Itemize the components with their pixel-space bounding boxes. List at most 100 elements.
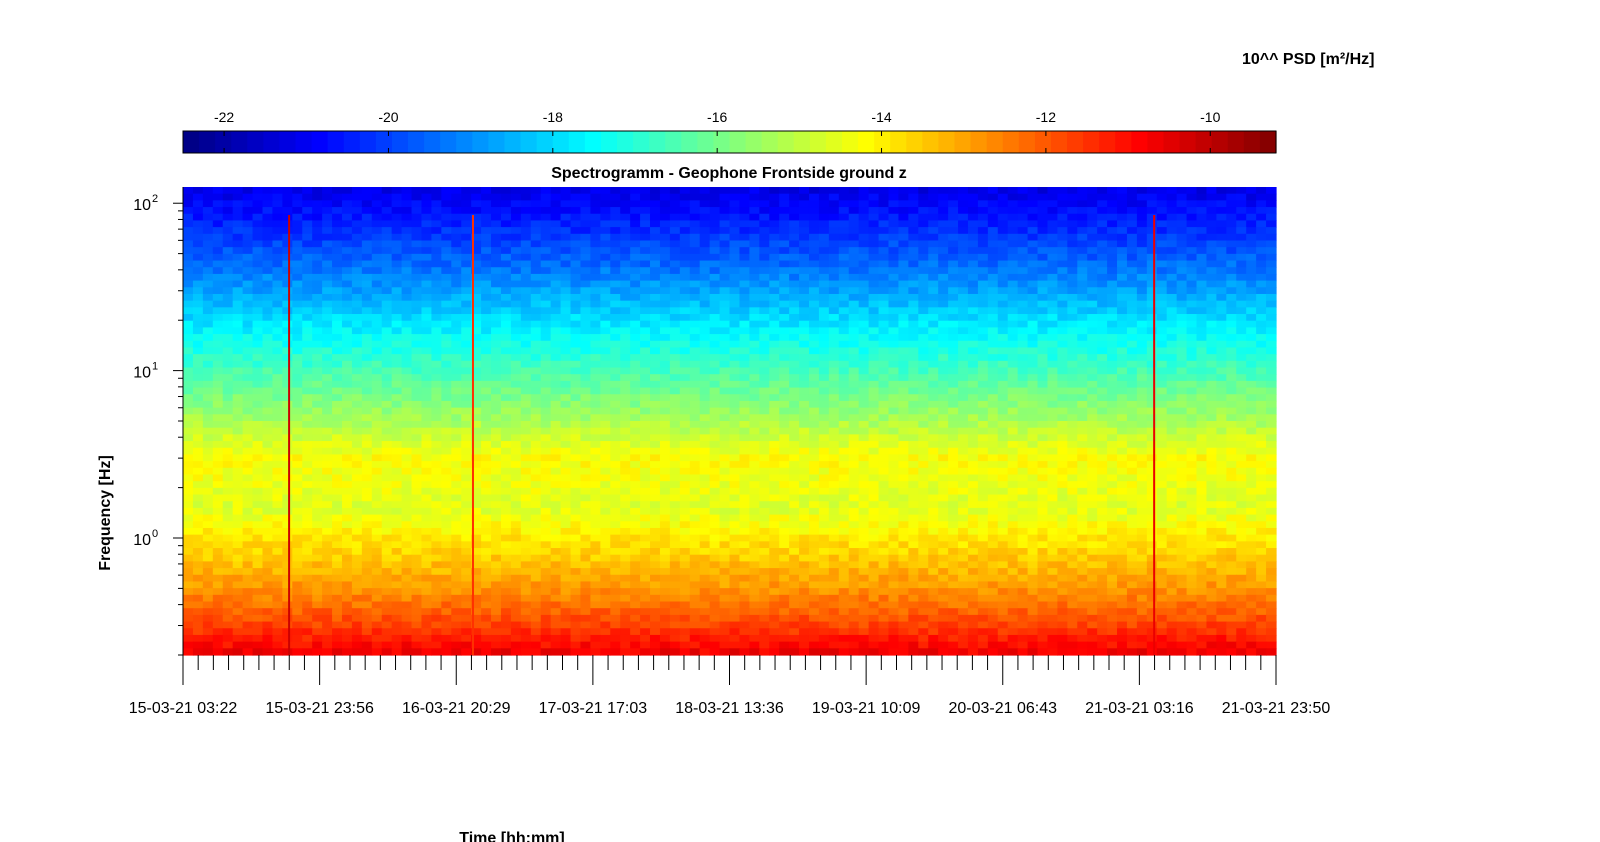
spectrogram-cell bbox=[739, 227, 750, 235]
spectrogram-cell bbox=[958, 293, 969, 302]
spectrogram-cell bbox=[272, 320, 283, 328]
spectrogram-cell bbox=[868, 340, 880, 349]
spectrogram-cell bbox=[918, 213, 929, 222]
spectrogram-cell bbox=[848, 400, 860, 409]
spectrogram-cell bbox=[252, 280, 264, 288]
spectrogram-cell bbox=[878, 367, 890, 375]
spectrogram-cell bbox=[1057, 441, 1068, 449]
spectrogram-cell bbox=[1176, 394, 1188, 402]
spectrogram-cell bbox=[858, 380, 870, 389]
spectrogram-cell bbox=[471, 421, 482, 429]
spectrogram-cell bbox=[322, 481, 333, 489]
spectrogram-cell bbox=[689, 427, 701, 435]
spectrogram-cell bbox=[1087, 200, 1098, 208]
spectrogram-cell bbox=[868, 474, 880, 482]
spectrogram-cell bbox=[828, 441, 840, 449]
spectrogram-cell bbox=[1136, 260, 1148, 268]
spectrogram-cell bbox=[838, 414, 850, 422]
spectrogram-cell bbox=[421, 247, 433, 255]
colorbar-cell bbox=[970, 131, 988, 153]
spectrogram-cell bbox=[1047, 240, 1058, 248]
spectrogram-cell bbox=[799, 414, 810, 422]
colorbar-cell bbox=[697, 131, 715, 153]
spectrogram-cell bbox=[242, 213, 254, 222]
spectrogram-cell bbox=[520, 380, 532, 389]
spectrogram-cell bbox=[1256, 200, 1267, 208]
spectrogram-cell bbox=[1047, 307, 1058, 315]
spectrogram-cell bbox=[192, 287, 204, 295]
spectrogram-cell bbox=[729, 387, 741, 395]
spectrogram-cell bbox=[361, 300, 373, 308]
spectrogram-cell bbox=[1256, 454, 1267, 462]
spectrogram-cell bbox=[640, 447, 651, 456]
colorbar-cell bbox=[247, 131, 264, 153]
spectrogram-cell bbox=[729, 400, 741, 409]
spectrogram-cell bbox=[550, 227, 562, 235]
spectrogram-cell bbox=[1067, 220, 1078, 228]
spectrogram-cell bbox=[888, 434, 900, 442]
spectrogram-cell bbox=[351, 394, 363, 402]
spectrogram-cell bbox=[997, 280, 1009, 288]
spectrogram-cell bbox=[739, 340, 750, 349]
spectrogram-cell bbox=[510, 360, 522, 369]
spectrogram-cell bbox=[1256, 441, 1267, 449]
colorbar-cell bbox=[906, 131, 923, 153]
spectrogram-cell bbox=[1077, 287, 1088, 295]
spectrogram-cell bbox=[1047, 220, 1058, 228]
spectrogram-cell bbox=[640, 340, 651, 349]
spectrogram-cell bbox=[401, 247, 413, 255]
spectrogram-cell bbox=[898, 467, 909, 476]
spectrogram-cell bbox=[381, 207, 393, 215]
spectrogram-cell bbox=[570, 293, 582, 302]
spectrogram-cell bbox=[799, 233, 810, 242]
spectrogram-cell bbox=[441, 414, 452, 422]
spectrogram-cell bbox=[431, 414, 442, 422]
spectrogram-cell bbox=[779, 360, 790, 369]
spectrogram-cell bbox=[1246, 240, 1257, 248]
spectrogram-cell bbox=[192, 233, 204, 242]
spectrogram-cell bbox=[799, 380, 810, 389]
spectrogram-cell bbox=[341, 454, 353, 462]
spectrogram-cell bbox=[451, 247, 462, 255]
spectrogram-cell bbox=[1256, 293, 1267, 302]
spectrogram-cell bbox=[1146, 213, 1158, 222]
spectrogram-cell bbox=[540, 200, 552, 208]
spectrogram-cell bbox=[381, 421, 393, 429]
spectrogram-cell bbox=[1186, 247, 1198, 255]
spectrogram-cell bbox=[381, 334, 393, 342]
spectrogram-cell bbox=[868, 454, 880, 462]
spectrogram-cell bbox=[1146, 454, 1158, 462]
spectrogram-cell bbox=[709, 474, 721, 482]
spectrogram-cell bbox=[451, 347, 462, 355]
spectrogram-cell bbox=[411, 454, 423, 462]
spectrogram-cell bbox=[580, 227, 591, 235]
spectrogram-cell bbox=[1077, 213, 1088, 222]
spectrogram-cell bbox=[1246, 207, 1257, 215]
spectrogram-cell bbox=[1146, 253, 1158, 262]
spectrogram-cell bbox=[1216, 273, 1227, 282]
spectrogram-cell bbox=[1087, 434, 1098, 442]
spectrogram-cell bbox=[302, 267, 313, 275]
spectrogram-cell bbox=[818, 247, 830, 255]
spectrogram-cell bbox=[938, 374, 949, 382]
spectrogram-cell bbox=[282, 421, 293, 429]
spectrogram-cell bbox=[1117, 260, 1128, 268]
spectrogram-cell bbox=[1166, 474, 1178, 482]
spectrogram-cell bbox=[818, 300, 830, 308]
spectrogram-cell bbox=[808, 253, 820, 262]
spectrogram-cell bbox=[341, 200, 353, 208]
spectrogram-cell bbox=[749, 380, 760, 389]
spectrogram-cell bbox=[461, 193, 472, 201]
spectrogram-cell bbox=[1007, 260, 1019, 268]
spectrogram-cell bbox=[421, 360, 433, 369]
spectrogram-cell bbox=[650, 414, 661, 422]
spectrogram-cell bbox=[262, 273, 274, 282]
spectrogram-cell bbox=[928, 414, 939, 422]
spectrogram-cell bbox=[997, 427, 1009, 435]
spectrogram-cell bbox=[878, 193, 890, 201]
spectrogram-cell bbox=[590, 200, 601, 208]
spectrogram-cell bbox=[1097, 227, 1108, 235]
spectrogram-cell bbox=[1027, 280, 1039, 288]
spectrogram-cell bbox=[630, 314, 641, 322]
spectrogram-cell bbox=[1087, 207, 1098, 215]
